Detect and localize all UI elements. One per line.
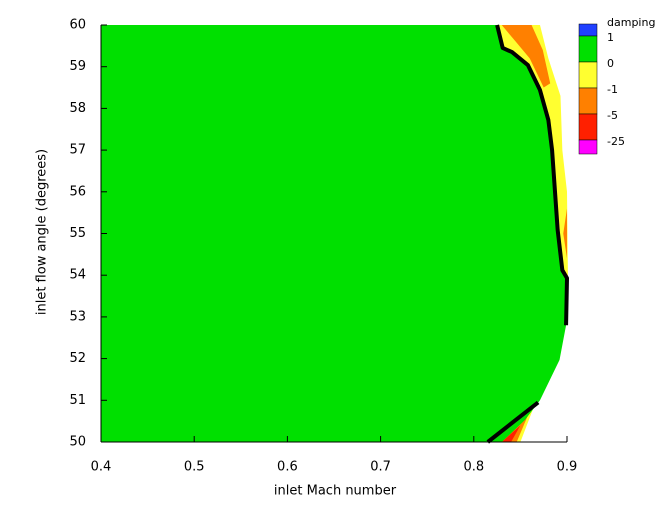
legend-swatch bbox=[578, 61, 598, 89]
y-tick-label: 56 bbox=[69, 184, 86, 199]
y-tick-label: 60 bbox=[69, 18, 86, 33]
contour-line bbox=[495, 24, 569, 326]
x-tick-label: 0.9 bbox=[557, 460, 578, 475]
legend-label: -25 bbox=[607, 135, 625, 148]
y-tick-label: 57 bbox=[69, 143, 86, 158]
legend-label: -5 bbox=[607, 109, 618, 122]
y-tick-label: 54 bbox=[69, 268, 86, 283]
x-tick-label: 0.7 bbox=[370, 460, 391, 475]
y-tick-label: 58 bbox=[69, 101, 86, 116]
legend-label: 0 bbox=[607, 57, 614, 70]
y-tick-label: 55 bbox=[69, 226, 86, 241]
legend-swatch bbox=[578, 23, 598, 37]
x-axis-label: inlet Mach number bbox=[274, 484, 397, 499]
x-tick-label: 0.5 bbox=[184, 460, 205, 475]
contour-region bbox=[501, 25, 551, 88]
y-tick-label: 59 bbox=[69, 59, 86, 74]
y-tick-label: 51 bbox=[69, 393, 86, 408]
y-tick-label: 50 bbox=[69, 435, 86, 450]
legend-swatch bbox=[578, 35, 598, 63]
legend-label: -1 bbox=[607, 83, 618, 96]
x-tick-label: 0.4 bbox=[91, 460, 112, 475]
y-axis-label: inlet flow angle (degrees) bbox=[35, 149, 50, 315]
legend-title: damping bbox=[607, 16, 655, 29]
contour-region bbox=[499, 404, 533, 442]
contour-line bbox=[486, 400, 540, 444]
legend-swatch bbox=[578, 139, 598, 155]
x-tick-label: 0.8 bbox=[463, 460, 484, 475]
x-tick-label: 0.6 bbox=[277, 460, 298, 475]
y-tick-label: 53 bbox=[69, 309, 86, 324]
legend-label: 1 bbox=[607, 31, 614, 44]
legend-swatch bbox=[578, 87, 598, 115]
legend-swatch bbox=[578, 113, 598, 141]
contour-region bbox=[563, 208, 567, 259]
contour-region bbox=[501, 425, 521, 442]
y-tick-label: 52 bbox=[69, 351, 86, 366]
contour-region bbox=[101, 25, 567, 442]
